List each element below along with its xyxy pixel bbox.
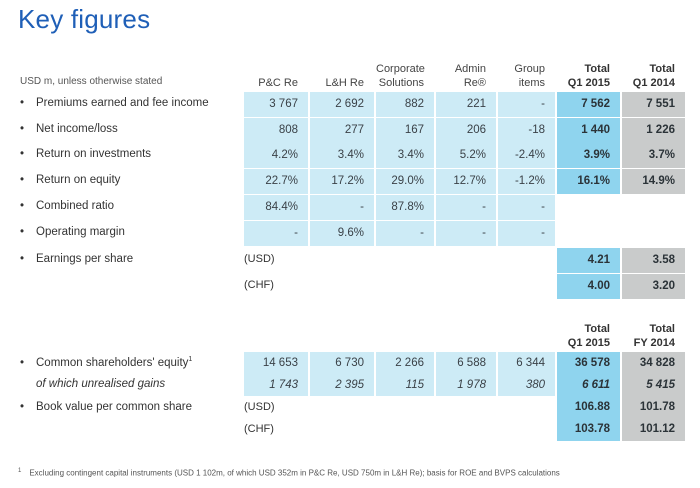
column-header: P&C Re <box>258 77 298 89</box>
table-cell: 16.1% <box>557 169 620 194</box>
table-cell: 1 226 <box>622 118 685 143</box>
column-header: Total Q1 2015 <box>567 323 610 349</box>
table-cell: 87.8% <box>376 195 434 220</box>
row-label: • Operating margin <box>20 226 125 238</box>
column-header: Total FY 2014 <box>633 323 675 349</box>
table-cell: 103.78 <box>557 418 620 441</box>
table-cell: 3.58 <box>622 248 685 273</box>
table-cell: 2 266 <box>376 352 434 374</box>
table-cell: 34 828 <box>622 352 685 374</box>
table-cell: 2 395 <box>310 374 374 396</box>
table-cell: 1 440 <box>557 118 620 143</box>
table-cell: 4.2% <box>244 143 308 168</box>
column-header: Corporate Solutions <box>376 63 425 89</box>
table-cell: 101.12 <box>622 418 685 441</box>
table-cell: - <box>498 92 555 117</box>
row-label: • Net income/loss <box>20 123 118 135</box>
table-cell: 6 730 <box>310 352 374 374</box>
footnote-ref: 1 <box>188 356 193 363</box>
table-cell: 221 <box>436 92 496 117</box>
column-header: Total Q1 2014 <box>632 63 675 89</box>
page-title: Key figures <box>18 4 151 34</box>
bullet: • <box>20 148 25 160</box>
row-label: of which unrealised gains <box>36 378 166 390</box>
table-cell: - <box>310 195 374 220</box>
bullet: • <box>20 200 25 212</box>
column-header: L&H Re <box>325 77 364 89</box>
table-cell: -2.4% <box>498 143 555 168</box>
bullet: • <box>20 123 25 135</box>
footnote-ref: 1 <box>18 468 22 474</box>
table-cell: 808 <box>244 118 308 143</box>
column-header: Admin Re® <box>454 63 486 89</box>
table-cell: 6 588 <box>436 352 496 374</box>
unit-label: (USD) <box>244 401 275 413</box>
row-label: • Common shareholders' equity1 <box>20 356 193 369</box>
table-cell: 4.00 <box>557 274 620 299</box>
table-cell: 1 978 <box>436 374 496 396</box>
row-label: • Combined ratio <box>20 200 114 212</box>
table-cell: 84.4% <box>244 195 308 220</box>
table-cell: 106.88 <box>557 396 620 419</box>
table-cell: 3.20 <box>622 274 685 299</box>
row-label: • Return on investments <box>20 148 152 160</box>
bullet: • <box>20 97 25 109</box>
bullet: • <box>20 226 25 238</box>
table-cell: 14 653 <box>244 352 308 374</box>
table-cell: 3 767 <box>244 92 308 117</box>
table-cell: 5 415 <box>622 374 685 396</box>
table-cell: 1 743 <box>244 374 308 396</box>
column-header: Total Q1 2015 <box>567 63 610 89</box>
table-cell: - <box>436 221 496 246</box>
table-cell: 6 344 <box>498 352 555 374</box>
table-cell: 14.9% <box>622 169 685 194</box>
table-cell: 9.6% <box>310 221 374 246</box>
table-cell: - <box>244 221 308 246</box>
table-cell: 5.2% <box>436 143 496 168</box>
table-cell: - <box>498 221 555 246</box>
table-cell: - <box>498 195 555 220</box>
row-label: • Earnings per share <box>20 253 134 265</box>
table-cell: 115 <box>376 374 434 396</box>
table-cell: -1.2% <box>498 169 555 194</box>
table-cell: 3.7% <box>622 143 685 168</box>
table-cell: 101.78 <box>622 396 685 419</box>
table-cell: 7 551 <box>622 92 685 117</box>
table-cell: 380 <box>498 374 555 396</box>
table-cell: 206 <box>436 118 496 143</box>
table-cell: 36 578 <box>557 352 620 374</box>
table-cell: 12.7% <box>436 169 496 194</box>
table-cell: 7 562 <box>557 92 620 117</box>
unit-label: (CHF) <box>244 423 274 435</box>
table-cell: 3.4% <box>310 143 374 168</box>
table-cell: 17.2% <box>310 169 374 194</box>
row-label: • Premiums earned and fee income <box>20 97 209 109</box>
footnote-text: Excluding contingent capital instruments… <box>29 468 560 478</box>
table-cell: 3.4% <box>376 143 434 168</box>
table-cell: 6 611 <box>557 374 620 396</box>
table-cell: 29.0% <box>376 169 434 194</box>
table-cell: 882 <box>376 92 434 117</box>
table-cell: - <box>436 195 496 220</box>
unit-label: (USD) <box>244 253 275 265</box>
row-label: • Return on equity <box>20 174 121 186</box>
row-label: • Book value per common share <box>20 401 192 413</box>
unit-note: USD m, unless otherwise stated <box>20 76 163 87</box>
column-header: Group items <box>514 63 545 89</box>
unit-label: (CHF) <box>244 279 274 291</box>
table-cell: 22.7% <box>244 169 308 194</box>
table-cell: 277 <box>310 118 374 143</box>
table-cell: -18 <box>498 118 555 143</box>
table-cell: - <box>376 221 434 246</box>
bullet: • <box>20 174 25 186</box>
table-cell: 167 <box>376 118 434 143</box>
table-cell: 4.21 <box>557 248 620 273</box>
footnote: 1 Excluding contingent capital instrument… <box>18 468 560 478</box>
table-cell: 3.9% <box>557 143 620 168</box>
table-cell: 2 692 <box>310 92 374 117</box>
